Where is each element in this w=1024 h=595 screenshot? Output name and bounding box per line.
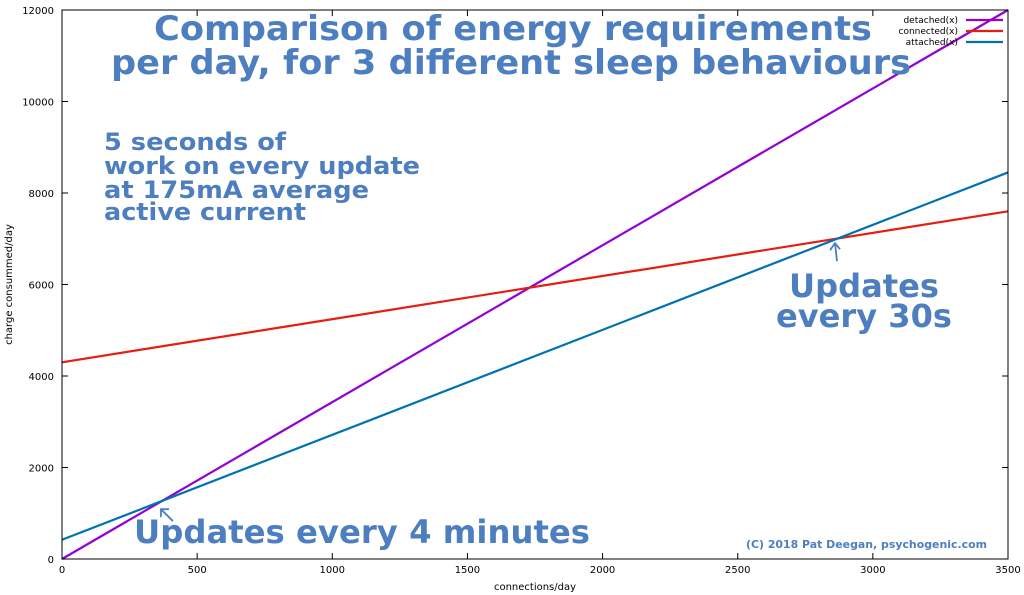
y-tick-label: 4000 [29,372,54,383]
series-line-detached [61,9,1009,560]
series-line-attached [61,171,1009,541]
credit-text: (C) 2018 Pat Deegan, psychogenic.com [746,538,987,551]
x-tick-label: 0 [59,565,65,576]
y-tick-label: 8000 [29,189,54,200]
plot-frame [61,9,1009,560]
y-axis-label: charge consummed/day [4,224,15,345]
legend: detached(x)connected(x)attached(x) [899,16,1003,48]
series-line-connected [61,210,1009,364]
note-line-3: at 175mA average [104,176,369,204]
chart-title-line-2: per day, for 3 different sleep behaviour… [111,43,911,83]
annotation-updates-30s-line-1: Updates [789,267,939,305]
note-line-4: active current [104,198,306,226]
y-tick-label: 12000 [22,6,54,17]
series-lines [61,9,1009,560]
y-tick-label: 6000 [29,281,54,292]
x-tick-label: 1000 [320,565,345,576]
x-tick-label: 3500 [995,565,1020,576]
annotation-updates-4-minutes: Updates every 4 minutes [134,513,590,551]
note-block: 5 seconds of work on every update at 175… [104,128,420,226]
x-tick-label: 2000 [590,565,615,576]
annotation-arrow-30s [829,241,841,262]
legend-label: connected(x) [899,27,958,37]
note-line-1: 5 seconds of [104,128,287,156]
x-tick-label: 2500 [725,565,750,576]
x-axis-label: connections/day [494,582,576,593]
x-tick-label: 500 [188,565,207,576]
annotation-arrow-4-minutes [160,508,174,522]
legend-label: attached(x) [906,38,958,48]
chart-title-line-1: Comparison of energy requirements [154,9,872,49]
x-tick-label: 3000 [860,565,885,576]
y-tick-label: 10000 [22,98,54,109]
note-line-2: work on every update [104,152,420,180]
annotation-updates-30s-line-2: every 30s [776,297,952,335]
y-tick-label: 0 [48,555,54,566]
y-tick-label: 2000 [29,464,54,475]
legend-label: detached(x) [903,16,958,26]
x-tick-label: 1500 [455,565,480,576]
